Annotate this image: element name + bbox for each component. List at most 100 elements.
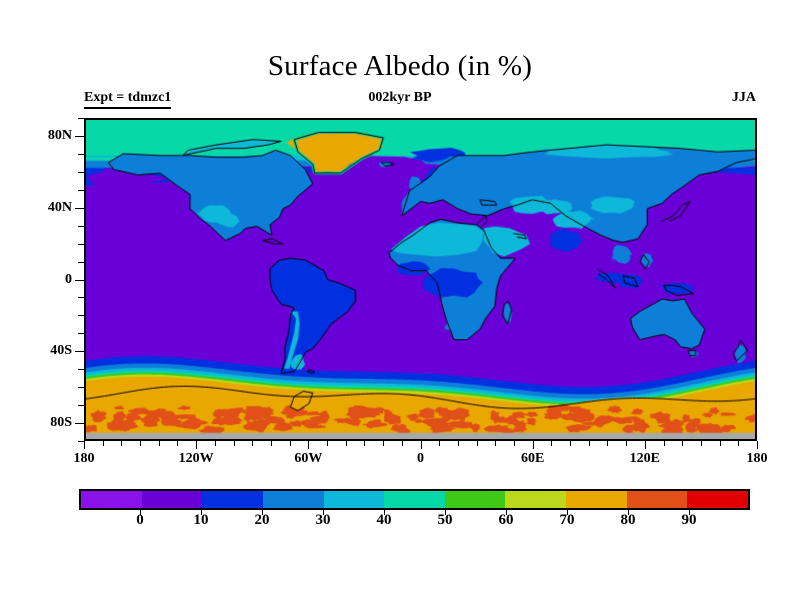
colorbar-band-1 xyxy=(141,491,203,508)
page-title: Surface Albedo (in %) xyxy=(267,50,533,82)
x-axis-major-tick xyxy=(645,441,646,449)
colorbar-tick-label: 80 xyxy=(620,512,636,528)
x-axis-major-tick xyxy=(421,441,422,449)
x-axis-tick-label: 120E xyxy=(629,451,660,466)
period-label: 002kyr BP xyxy=(368,90,432,105)
y-axis-minor-tick xyxy=(78,154,84,155)
colorbar-band-6 xyxy=(444,491,506,508)
season-label: JJA xyxy=(731,90,756,105)
y-axis-minor-tick xyxy=(78,333,84,334)
colorbar-tick xyxy=(628,510,629,515)
y-axis-major-tick xyxy=(75,136,84,137)
x-axis-major-tick xyxy=(84,441,85,449)
x-axis-minor-tick xyxy=(215,441,216,446)
x-axis-major-tick xyxy=(533,441,534,449)
x-axis-minor-tick xyxy=(682,441,683,446)
x-axis-minor-tick xyxy=(383,441,384,446)
x-axis-minor-tick xyxy=(495,441,496,446)
colorbar-band-8 xyxy=(566,491,627,508)
y-axis-minor-tick xyxy=(78,244,84,245)
x-axis-minor-tick xyxy=(252,441,253,446)
colorbar-band-4 xyxy=(323,491,385,508)
x-axis-minor-tick xyxy=(720,441,721,446)
x-axis-minor-tick xyxy=(458,441,459,446)
x-axis-minor-tick xyxy=(346,441,347,446)
x-axis-major-tick xyxy=(308,441,309,449)
x-axis-minor-tick xyxy=(477,441,478,446)
y-axis-minor-tick xyxy=(78,405,84,406)
colorbar-tick-label: 10 xyxy=(193,512,209,528)
x-axis-minor-tick xyxy=(271,441,272,446)
colorbar-band-0 xyxy=(81,491,142,508)
colorbar-tick-label: 30 xyxy=(315,512,331,528)
y-axis-minor-tick xyxy=(78,441,84,442)
colorbar-tick xyxy=(567,510,568,515)
colorbar xyxy=(79,489,750,510)
colorbar-band-2 xyxy=(202,491,263,508)
x-axis-minor-tick xyxy=(327,441,328,446)
colorbar-tick-label: 90 xyxy=(681,512,697,528)
x-axis-minor-tick xyxy=(589,441,590,446)
y-axis-minor-tick xyxy=(78,369,84,370)
y-axis-minor-tick xyxy=(78,118,84,119)
x-axis-major-tick xyxy=(757,441,758,449)
x-axis-minor-tick xyxy=(701,441,702,446)
colorbar-tick-label: 70 xyxy=(559,512,575,528)
colorbar-tick-label: 50 xyxy=(437,512,453,528)
experiment-label: Expt = tdmzc1 xyxy=(84,90,172,109)
x-axis-minor-tick xyxy=(364,441,365,446)
y-axis-major-tick xyxy=(75,208,84,209)
x-axis-minor-tick xyxy=(607,441,608,446)
x-axis-minor-tick xyxy=(626,441,627,446)
x-axis-minor-tick xyxy=(738,441,739,446)
x-axis-minor-tick xyxy=(140,441,141,446)
x-axis-minor-tick xyxy=(514,441,515,446)
y-axis-major-tick xyxy=(75,280,84,281)
x-axis-minor-tick xyxy=(439,441,440,446)
colorbar-tick xyxy=(323,510,324,515)
colorbar-tick xyxy=(201,510,202,515)
x-axis-minor-tick xyxy=(570,441,571,446)
colorbar-tick xyxy=(384,510,385,515)
x-axis-minor-tick xyxy=(664,441,665,446)
colorbar-tick xyxy=(445,510,446,515)
y-axis-minor-tick xyxy=(78,262,84,263)
x-axis-tick-label: 0 xyxy=(417,451,424,466)
x-axis-minor-tick xyxy=(234,441,235,446)
y-axis-minor-tick xyxy=(78,315,84,316)
x-axis-tick-label: 60W xyxy=(294,451,323,466)
colorbar-band-5 xyxy=(384,491,445,508)
colorbar-band-3 xyxy=(262,491,324,508)
x-axis-minor-tick xyxy=(402,441,403,446)
colorbar-tick xyxy=(506,510,507,515)
y-axis-tick-label: 80N xyxy=(47,127,72,143)
map-plot-area xyxy=(84,118,757,441)
albedo-heatmap xyxy=(86,120,755,439)
x-axis-minor-tick xyxy=(290,441,291,446)
colorbar-band-10 xyxy=(687,491,749,508)
x-axis-major-tick xyxy=(196,441,197,449)
y-axis-tick-label: 40N xyxy=(47,199,72,215)
colorbar-tick xyxy=(689,510,690,515)
x-axis-minor-tick xyxy=(103,441,104,446)
y-axis-minor-tick xyxy=(78,190,84,191)
y-axis-minor-tick xyxy=(78,387,84,388)
colorbar-band-7 xyxy=(505,491,567,508)
x-axis-tick-label: 120W xyxy=(178,451,214,466)
colorbar-band-9 xyxy=(626,491,688,508)
y-axis-tick-label: 0 xyxy=(65,271,72,287)
y-axis-minor-tick xyxy=(78,297,84,298)
x-axis-minor-tick xyxy=(159,441,160,446)
colorbar-tick-label: 40 xyxy=(376,512,392,528)
y-axis-minor-tick xyxy=(78,172,84,173)
y-axis-minor-tick xyxy=(78,226,84,227)
x-axis-tick-label: 60E xyxy=(520,451,545,466)
colorbar-tick xyxy=(140,510,141,515)
x-axis-minor-tick xyxy=(177,441,178,446)
y-axis-tick-label: 80S xyxy=(50,415,72,431)
x-axis-minor-tick xyxy=(121,441,122,446)
colorbar-tick xyxy=(262,510,263,515)
y-axis-major-tick xyxy=(75,351,84,352)
x-axis-tick-label: 180 xyxy=(73,451,95,466)
